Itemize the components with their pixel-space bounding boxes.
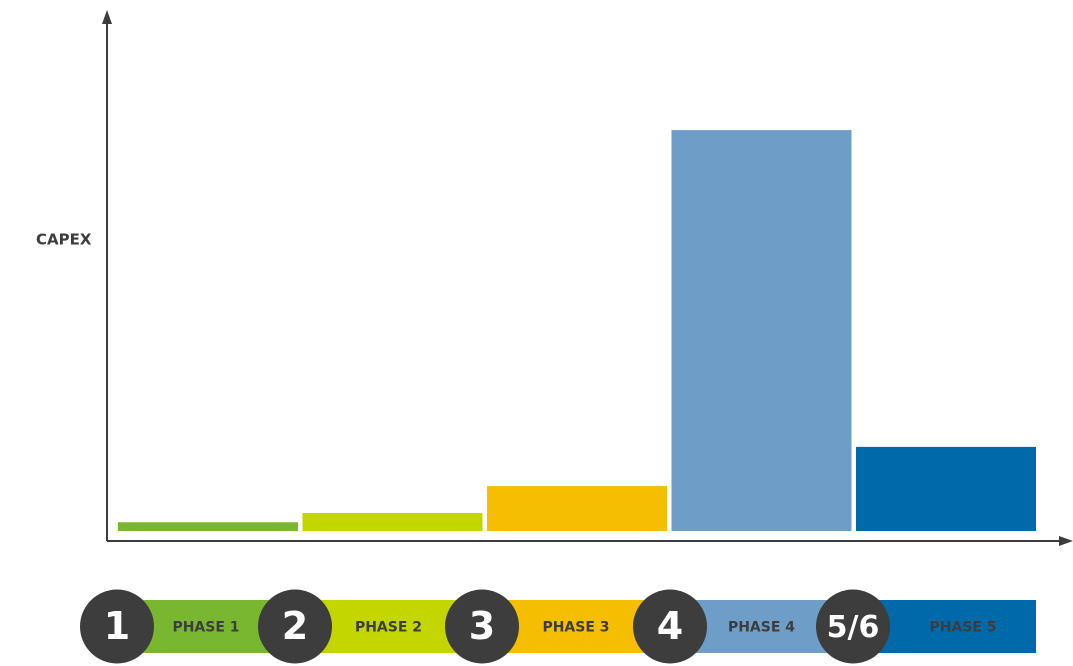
phase-number: 3 <box>469 604 495 648</box>
phase-label: PHASE 2 <box>355 620 422 636</box>
bar <box>487 486 667 531</box>
phase-number: 5/6 <box>827 610 880 645</box>
phase-label: PHASE 3 <box>542 620 609 636</box>
phase-number: 2 <box>282 604 308 648</box>
y-axis-arrow <box>102 10 112 24</box>
bar <box>302 512 483 531</box>
phase-number: 1 <box>104 604 130 648</box>
phase-badge <box>258 589 332 664</box>
phase-badge <box>445 589 519 664</box>
phase-badge <box>80 589 154 664</box>
phase-badge <box>816 589 890 664</box>
bar <box>671 130 852 531</box>
bar <box>118 522 298 531</box>
phase-badge <box>633 589 707 664</box>
phase-label: PHASE 4 <box>728 620 795 636</box>
phase-label: PHASE 1 <box>172 620 239 636</box>
phase-label: PHASE 5 <box>929 620 996 636</box>
bar <box>856 446 1036 531</box>
y-axis-label: CAPEX <box>36 231 92 249</box>
x-axis-arrow <box>1059 536 1073 546</box>
phase-number: 4 <box>657 604 683 648</box>
